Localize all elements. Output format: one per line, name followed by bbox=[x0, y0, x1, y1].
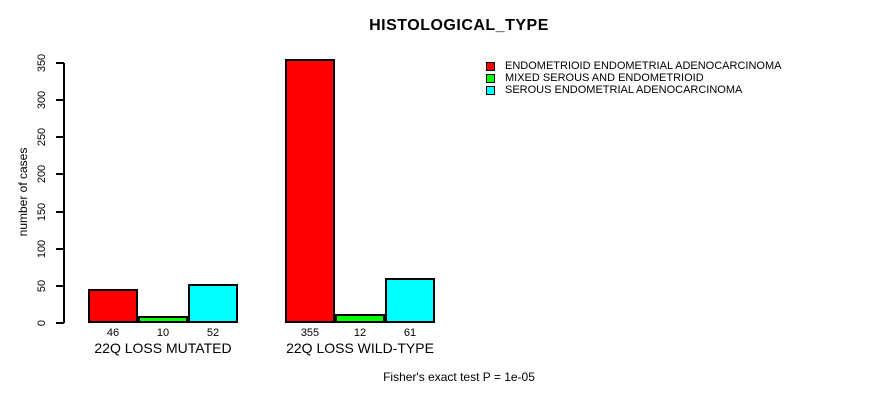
y-tick-mark bbox=[56, 284, 64, 287]
y-tick-label: 150 bbox=[36, 202, 48, 221]
category-label-1: 22Q LOSS MUTATED bbox=[94, 340, 232, 356]
legend-swatch-icon bbox=[486, 62, 495, 71]
y-tick-label: 300 bbox=[36, 90, 48, 110]
legend-label: SEROUS ENDOMETRIAL ADENOCARCINOMA bbox=[505, 84, 743, 96]
bar-value-label: 52 bbox=[206, 327, 220, 339]
legend-row: MIXED SEROUS AND ENDOMETRIOID bbox=[486, 72, 781, 84]
y-tick-mark bbox=[56, 136, 64, 139]
bar-value-label: 61 bbox=[403, 327, 417, 339]
legend-row: ENDOMETRIOID ENDOMETRIAL ADENOCARCINOMA bbox=[486, 60, 782, 72]
bar-value-label: 355 bbox=[300, 327, 320, 339]
y-tick-label: 50 bbox=[36, 279, 48, 292]
y-tick-label: 0 bbox=[36, 319, 48, 327]
y-tick-mark bbox=[56, 322, 64, 324]
y-tick-label: 350 bbox=[36, 53, 48, 73]
chart-title: HISTOLOGICAL_TYPE bbox=[369, 17, 549, 34]
legend: ENDOMETRIOID ENDOMETRIAL ADENOCARCINOMA M… bbox=[486, 60, 782, 96]
legend-swatch-icon bbox=[486, 74, 495, 83]
bar-endometrioid-endometrial-adenocarcinoma-2 bbox=[285, 59, 335, 323]
y-tick-label: 100 bbox=[36, 239, 48, 258]
bar-mixed-serous-and-endometrioid-1 bbox=[138, 315, 188, 323]
legend-label: MIXED SEROUS AND ENDOMETRIOID bbox=[505, 72, 704, 84]
y-tick-label: 250 bbox=[36, 128, 48, 147]
y-tick-mark bbox=[56, 173, 64, 176]
bar-value-label: 12 bbox=[353, 327, 367, 339]
y-tick-mark bbox=[56, 99, 64, 102]
category-label-2: 22Q LOSS WILD-TYPE bbox=[286, 340, 434, 356]
y-axis-title: number of cases bbox=[16, 147, 30, 237]
bar-value-label: 10 bbox=[156, 327, 170, 339]
legend-swatch-icon bbox=[486, 86, 495, 95]
legend-row: SEROUS ENDOMETRIAL ADENOCARCINOMA bbox=[486, 84, 781, 96]
bar-serous-endometrial-adenocarcinoma-1 bbox=[188, 284, 238, 323]
footer-note: Fisher's exact test P = 1e-05 bbox=[383, 370, 535, 384]
y-tick-mark bbox=[56, 247, 64, 250]
y-tick-mark bbox=[56, 62, 64, 64]
y-tick-mark bbox=[56, 210, 64, 213]
bar-endometrioid-endometrial-adenocarcinoma-1 bbox=[88, 288, 138, 323]
y-tick-label: 200 bbox=[36, 165, 48, 184]
bar-mixed-serous-and-endometrioid-2 bbox=[335, 314, 385, 323]
bar-serous-endometrial-adenocarcinoma-2 bbox=[385, 277, 435, 323]
legend-label: ENDOMETRIOID ENDOMETRIAL ADENOCARCINOMA bbox=[505, 60, 782, 72]
bar-value-label: 46 bbox=[106, 327, 120, 339]
y-axis-line bbox=[63, 63, 65, 323]
